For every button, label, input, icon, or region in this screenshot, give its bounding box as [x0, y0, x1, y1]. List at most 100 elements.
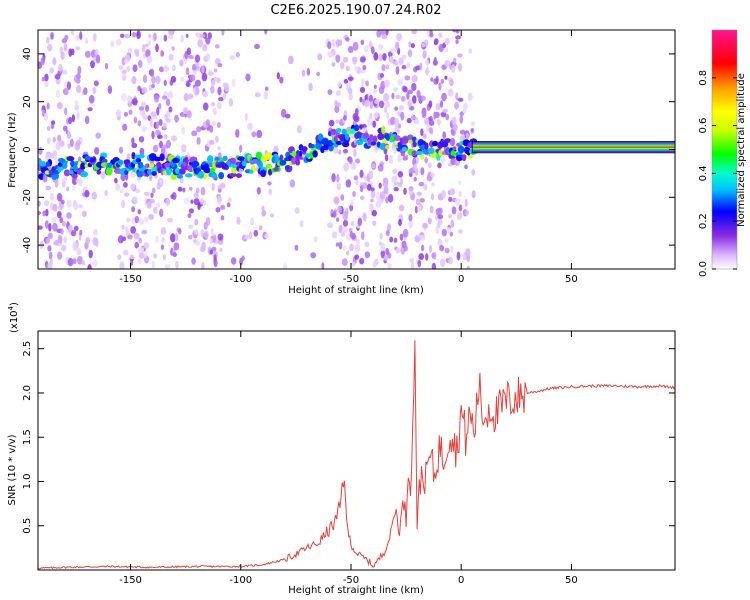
- spectrogram-cell: [209, 125, 214, 133]
- spectrogram-cell: [238, 167, 244, 175]
- spectrogram-cell: [450, 150, 456, 156]
- spectrogram-cell: [203, 230, 209, 239]
- spectrogram-cell: [120, 188, 124, 194]
- spectrogram-cell: [124, 226, 129, 233]
- snr-y-multiplier: (x104): [7, 302, 20, 333]
- spectrogram-cell: [372, 120, 377, 128]
- spectrogram-cell: [150, 68, 155, 78]
- spectrogram-cell: [132, 64, 138, 73]
- spectrogram-cell: [349, 230, 354, 239]
- spectrogram-cell: [153, 253, 157, 259]
- spectrogram-cell: [61, 220, 66, 227]
- spectrogram-cell: [401, 146, 408, 152]
- spectrogram-cell: [371, 209, 377, 217]
- spectrogram-cell: [301, 146, 308, 152]
- spectrogram-cell: [38, 146, 43, 156]
- spectrogram-cell: [437, 214, 444, 220]
- spectrogram-cell: [129, 254, 135, 260]
- spectrogram-cell: [164, 264, 171, 269]
- spectrogram-cell: [337, 81, 342, 88]
- spectrogram-cell: [413, 163, 418, 172]
- spectrogram-cell: [52, 203, 58, 212]
- spectrogram-cell: [123, 192, 130, 197]
- spectrogram-cell: [84, 50, 91, 58]
- spectrogram-cell: [336, 127, 342, 133]
- spectrogram-cell: [80, 171, 89, 178]
- spectrogram-cell: [392, 87, 399, 92]
- spectrogram-cell: [364, 176, 368, 181]
- spectrogram-cell: [301, 69, 306, 77]
- snr-y-ticks: 0.5 1.0 1.5 2.0 2.5: [22, 341, 675, 534]
- spectrogram-cell: [144, 216, 149, 224]
- spectrogram-cell: [429, 33, 434, 38]
- spectrogram-frame: [37, 29, 676, 270]
- spectrogram-cell: [433, 56, 437, 63]
- spectrogram-cell: [217, 145, 221, 151]
- spectrogram-cell: [457, 145, 465, 154]
- spectrogram-cell: [239, 257, 244, 266]
- spectrogram-cell: [444, 138, 452, 143]
- spectrogram-cell: [174, 114, 180, 123]
- spectrogram-cell: [452, 146, 457, 151]
- spectrogram-cell: [459, 115, 464, 124]
- spectrogram-cell: [70, 30, 75, 36]
- spectrogram-cell: [370, 190, 376, 199]
- spectrogram-cell: [183, 197, 189, 204]
- spectrogram-cell: [381, 126, 386, 135]
- spectrogram-cell: [338, 39, 343, 47]
- spectrogram-cell: [122, 75, 126, 81]
- spectrogram-cell: [122, 123, 128, 131]
- spectrogram-cell: [448, 256, 453, 265]
- spectrogram-cell: [226, 202, 231, 208]
- spectrogram-cell: [145, 104, 150, 112]
- spectrogram-cell: [49, 258, 54, 266]
- spectrogram-cell: [456, 251, 461, 261]
- spectrogram-cell: [334, 105, 340, 114]
- spectrogram-cell: [419, 62, 423, 71]
- snr-plot-area: [38, 331, 675, 570]
- spectrogram-cell: [147, 33, 152, 39]
- spectrogram-cell: [139, 110, 146, 116]
- spectrogram-cell: [62, 161, 68, 169]
- snr-x-ticks: -150 -100 -50 0 50: [119, 331, 578, 586]
- spectrogram-cell: [216, 121, 221, 129]
- spectrogram-cell: [47, 232, 53, 240]
- spectrogram-cell: [431, 262, 437, 269]
- spectrogram-cell: [376, 141, 381, 148]
- spectrogram-cell: [425, 59, 429, 67]
- spectrogram-cell: [264, 86, 269, 92]
- spectrogram-cell: [465, 209, 469, 216]
- spectrogram-cell: [211, 246, 217, 252]
- spectrogram-cell: [299, 220, 304, 228]
- spectrogram-cell: [279, 76, 284, 84]
- spectrogram-cell: [349, 243, 354, 252]
- spectrogram-cell: [186, 95, 192, 100]
- spectrogram-cell: [383, 92, 390, 102]
- spectrogram-cell: [41, 109, 45, 115]
- spectrogram-cell: [200, 229, 205, 238]
- spectrogram-cell: [121, 224, 125, 230]
- spectrogram-cell: [187, 164, 194, 172]
- spectrogram-cell: [368, 134, 374, 142]
- spectrogram-cell: [341, 226, 348, 234]
- spectrogram-cell: [333, 145, 339, 155]
- spectrogram-cell: [462, 107, 467, 114]
- spectrogram-cell: [163, 134, 168, 140]
- spectrogram-cell: [121, 199, 126, 209]
- spectrogram-cell: [201, 261, 205, 269]
- spectrogram-cell: [448, 196, 453, 202]
- spectrogram-cell: [377, 164, 384, 172]
- spectrogram-cell: [388, 158, 394, 164]
- x-tick-label: -150: [119, 274, 142, 285]
- spectrogram-cell: [355, 109, 359, 117]
- spectrogram-cell: [372, 137, 378, 142]
- spectrogram-cell: [410, 115, 416, 120]
- spectrogram-cell: [165, 117, 172, 123]
- spectrogram-cell: [213, 68, 218, 73]
- spectrogram-cell: [350, 134, 356, 139]
- spectrogram-cell: [316, 71, 321, 77]
- spectrogram-cell: [57, 251, 63, 260]
- spectrogram-cell: [359, 195, 365, 201]
- spectrogram-cell: [212, 107, 217, 116]
- spectrogram-cell: [75, 140, 81, 146]
